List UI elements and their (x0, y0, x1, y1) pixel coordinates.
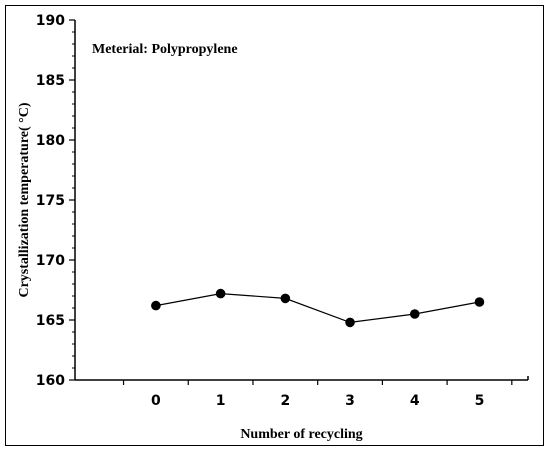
chart-annotation: Meterial: Polypropylene (92, 42, 238, 57)
data-point (280, 293, 291, 304)
y-ticks: 160 165 170 175 180 185 190 (36, 13, 75, 389)
y-tick-label: 170 (36, 253, 65, 269)
chart-frame (5, 5, 544, 446)
y-tick-label: 180 (36, 133, 65, 149)
series-polypropylene (151, 288, 485, 328)
x-ticks: 0 1 2 3 4 5 (122, 380, 513, 409)
data-point (215, 288, 226, 299)
data-point (409, 309, 420, 319)
y-tick-label: 165 (36, 313, 65, 329)
y-tick-label: 175 (36, 193, 65, 209)
x-tick-label: 2 (280, 393, 290, 409)
x-tick-label: 3 (345, 393, 355, 409)
data-point (345, 317, 355, 328)
y-tick-label: 185 (36, 73, 65, 89)
x-tick-label: 5 (475, 393, 485, 409)
x-tick-label: 1 (216, 393, 226, 409)
y-tick-label: 190 (36, 13, 65, 29)
x-axis-title: Number of recycling (240, 427, 362, 442)
data-point (151, 300, 161, 311)
y-axis-title: Crystallization temperature( °C) (17, 102, 32, 297)
x-tick-label: 4 (410, 393, 420, 409)
y-tick-label: 160 (36, 373, 65, 389)
series-line (155, 292, 480, 324)
axes: 160 165 170 175 180 185 190 0 1 2 3 4 5 (36, 13, 529, 409)
data-point (474, 297, 485, 307)
x-tick-label: 0 (151, 393, 161, 409)
